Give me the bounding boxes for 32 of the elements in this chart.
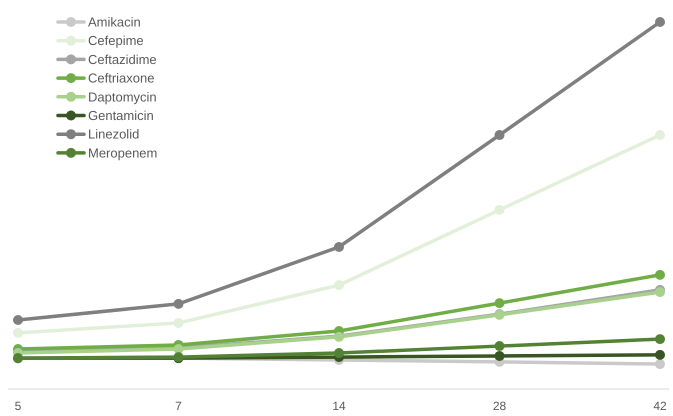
point <box>13 328 23 338</box>
point <box>174 318 184 328</box>
point <box>655 287 665 298</box>
point <box>334 280 344 290</box>
point <box>334 348 344 358</box>
point <box>494 341 504 352</box>
point <box>494 350 504 361</box>
point <box>494 130 504 140</box>
point <box>334 242 344 252</box>
x-tick-label: 14 <box>332 399 346 413</box>
legend-label: Ceftriaxone <box>88 70 154 86</box>
x-tick-label: 5 <box>14 399 22 413</box>
x-tick-label: 42 <box>653 399 667 413</box>
legend-label: Daptomycin <box>88 89 157 104</box>
point <box>494 298 504 308</box>
x-tick-label: 7 <box>175 399 182 413</box>
legend-label: Amikacin <box>88 14 141 30</box>
legend-label: Cefepime <box>88 33 144 48</box>
point <box>655 130 665 140</box>
point <box>655 359 665 370</box>
point <box>174 298 184 309</box>
point <box>13 315 23 326</box>
point <box>494 204 504 215</box>
point <box>655 17 665 27</box>
point <box>655 350 665 360</box>
legend-label: Gentamicin <box>88 108 154 123</box>
point <box>655 334 665 344</box>
x-tick-label: 28 <box>492 399 506 413</box>
legend-label: Meropenem <box>88 145 158 160</box>
legend-label: Linezolid <box>88 126 140 142</box>
legend-label: Ceftazidime <box>88 52 157 67</box>
point <box>655 270 665 280</box>
